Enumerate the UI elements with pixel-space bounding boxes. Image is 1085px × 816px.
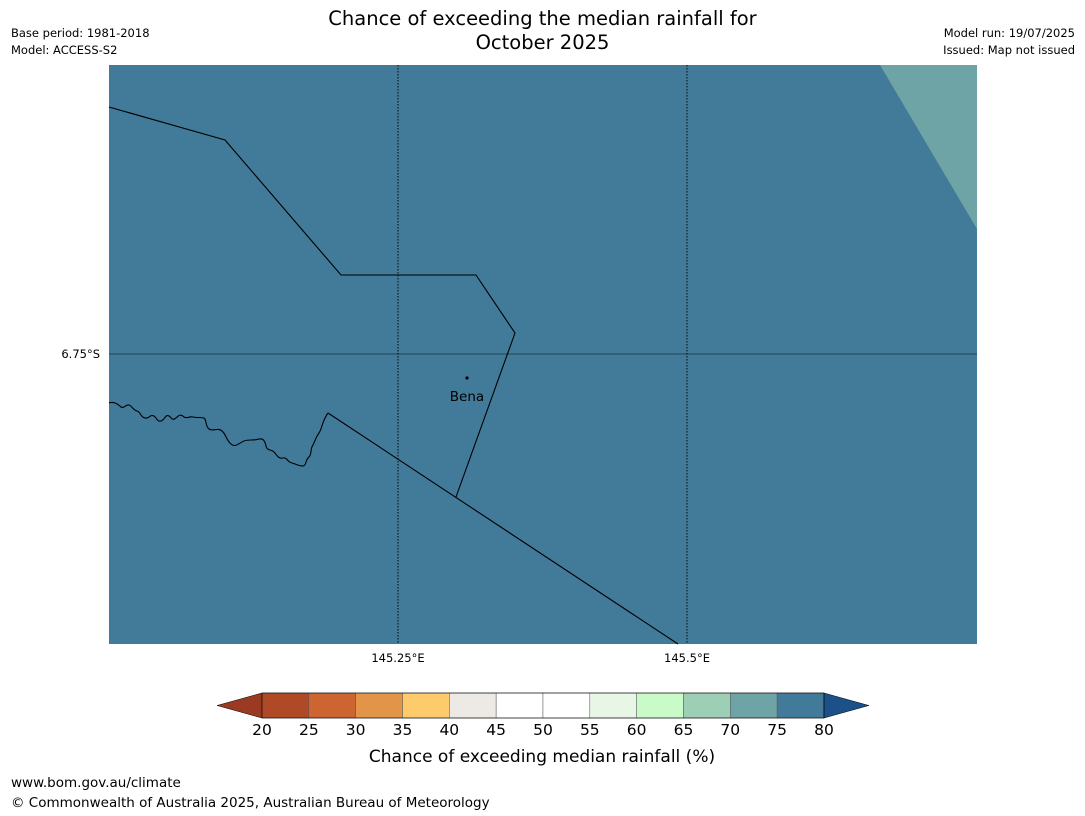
map-title-line1: Chance of exceeding the median rainfall … [328,7,757,30]
header-meta-left: Base period: 1981-2018 Model: ACCESS-S2 [11,25,150,59]
colorbar-tick-75: 75 [767,721,787,739]
bena-label: Bena [450,389,484,405]
longitude-label-145-5e: 145.5°E [664,651,710,665]
colorbar-bin-75-80 [776,692,825,719]
model-text: Model: ACCESS-S2 [11,43,118,57]
colorbar-bin-45-50 [495,692,544,719]
header-meta-right: Model run: 19/07/2025 Issued: Map not is… [943,25,1075,59]
map-title: Chance of exceeding the median rainfall … [0,7,1085,55]
colorbar-tick-45: 45 [486,721,506,739]
colorbar-ticks: 20 25 30 35 40 45 50 55 60 65 70 75 80 [252,721,834,739]
map-title-line2: October 2025 [475,31,610,54]
province-boundary-south [327,412,679,645]
colorbar-extend-under [216,692,263,719]
footer-copyright: © Commonwealth of Australia 2025, Austra… [11,795,490,811]
province-boundary [108,106,516,498]
coastline [108,401,329,467]
longitude-label-145-25e: 145.25°E [371,651,424,665]
colorbar-tick-30: 30 [346,721,366,739]
colorbar-tick-35: 35 [393,721,413,739]
colorbar-tick-50: 50 [533,721,553,739]
colorbar-bin-55-60 [589,692,637,719]
colorbar-bins [216,692,870,719]
colorbar-bin-35-40 [402,692,450,719]
colorbar-tick-65: 65 [674,721,694,739]
bena-location-dot [465,376,469,380]
rainfall-map: Bena 6.75°S 145.25°E 145.5°E [61,65,977,665]
map-area-category-75-80 [109,65,977,644]
colorbar-bin-30-35 [355,692,403,719]
latitude-label-6-75s: 6.75°S [61,347,100,361]
colorbar-tick-70: 70 [720,721,740,739]
colorbar-extend-over [823,692,870,719]
colorbar-bin-60-65 [636,692,684,719]
colorbar-tick-20: 20 [252,721,272,739]
colorbar-bin-20-25 [261,692,310,719]
map-area-category-70-75 [880,65,977,229]
issued-text: Issued: Map not issued [943,43,1075,57]
colorbar-bin-65-70 [683,692,731,719]
colorbar-bin-70-75 [730,692,778,719]
colorbar-title: Chance of exceeding median rainfall (%) [369,747,715,767]
colorbar-tick-25: 25 [299,721,319,739]
base-period-text: Base period: 1981-2018 [11,26,150,40]
colorbar-tick-60: 60 [627,721,647,739]
colorbar-bin-25-30 [308,692,356,719]
model-run-text: Model run: 19/07/2025 [943,26,1075,40]
colorbar-bin-40-45 [449,692,497,719]
colorbar-tick-40: 40 [439,721,459,739]
colorbar-tick-80: 80 [814,721,834,739]
colorbar-frame [261,692,825,719]
footer-url: www.bom.gov.au/climate [11,775,181,791]
colorbar-tick-55: 55 [580,721,600,739]
colorbar-bin-50-55 [542,692,591,719]
